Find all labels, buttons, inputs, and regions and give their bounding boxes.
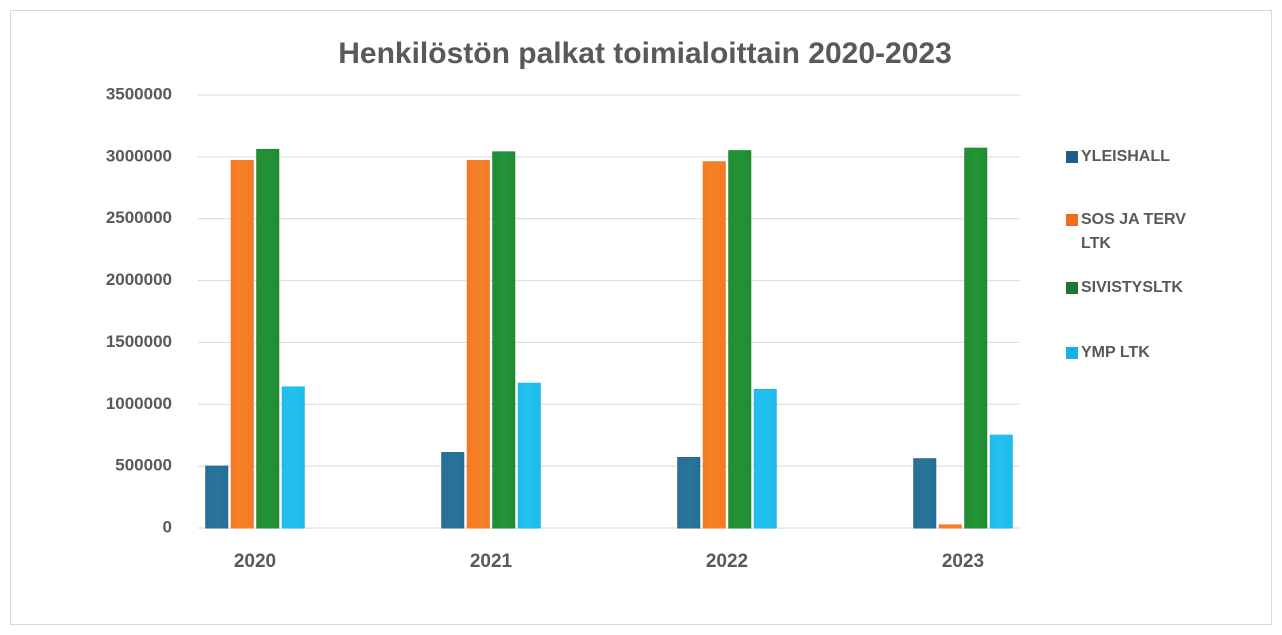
- legend-item: SIVISTYSLTK: [1066, 276, 1231, 300]
- bar-shade: [703, 161, 726, 528]
- bar-shade: [939, 524, 962, 528]
- bar-shade: [441, 452, 464, 528]
- bar-shade: [964, 148, 987, 528]
- legend-swatch: [1066, 347, 1078, 359]
- bar-shade: [492, 151, 515, 528]
- bar-shade: [205, 466, 228, 528]
- chart-frame: [10, 10, 1272, 625]
- legend-label: SIVISTYSLTK: [1081, 279, 1183, 296]
- x-tick-label: 2021: [470, 551, 513, 572]
- y-tick-label: 3000000: [106, 146, 172, 165]
- y-tick-label: 0: [163, 517, 172, 536]
- bar-shade: [677, 457, 700, 528]
- bar-shade: [231, 160, 254, 528]
- bar-shade: [754, 389, 777, 528]
- legend-item: YLEISHALL: [1066, 145, 1231, 169]
- x-tick-label: 2020: [234, 551, 276, 572]
- bar-shade: [990, 435, 1013, 528]
- y-tick-label: 3500000: [106, 84, 172, 103]
- legend-swatch: [1066, 282, 1078, 294]
- y-tick-label: 2000000: [106, 270, 172, 289]
- x-tick-label: 2022: [706, 551, 748, 572]
- legend-swatch: [1066, 214, 1078, 226]
- bar-shade: [467, 160, 490, 528]
- legend-swatch: [1066, 151, 1078, 163]
- legend-item: SOS JA TERV LTK: [1066, 208, 1191, 256]
- legend-label: YMP LTK: [1081, 344, 1150, 361]
- chart-title: Henkilöstön palkat toimialoittain 2020-2…: [338, 37, 952, 70]
- y-tick-label: 1500000: [106, 332, 172, 351]
- y-tick-label: 1000000: [106, 394, 172, 413]
- bar-shade: [728, 150, 751, 528]
- legend-label: SOS JA TERV LTK: [1081, 211, 1186, 252]
- legend-item: YMP LTK: [1066, 341, 1231, 365]
- bar-shade: [518, 383, 541, 528]
- y-tick-label: 500000: [115, 456, 172, 475]
- bar-shade: [913, 458, 936, 528]
- legend-label: YLEISHALL: [1081, 148, 1170, 165]
- x-tick-label: 2023: [942, 551, 984, 572]
- y-tick-label: 2500000: [106, 208, 172, 227]
- bar-shade: [256, 149, 279, 529]
- bar-shade: [282, 386, 305, 528]
